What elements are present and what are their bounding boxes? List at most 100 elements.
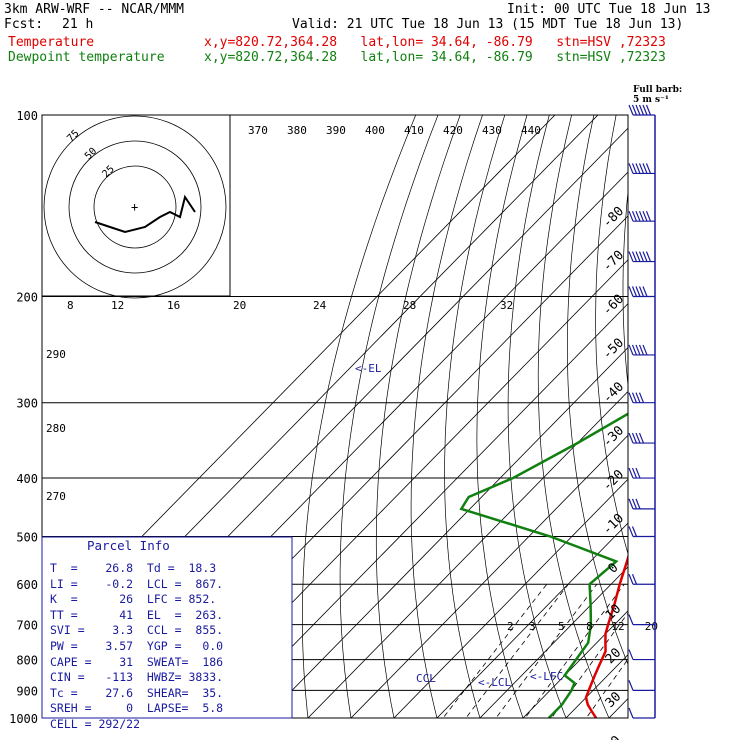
parcel-row: K = 26 LFC = 852. bbox=[50, 592, 216, 608]
mixing-ratio-label: 3 bbox=[529, 620, 536, 633]
dewpoint-legend-label: Dewpoint temperature bbox=[8, 51, 165, 65]
wind-barb bbox=[629, 287, 655, 297]
parcel-row: PW = 3.57 YGP = 0.0 bbox=[50, 639, 223, 655]
theta-label: 280 bbox=[46, 422, 66, 435]
dry-adiabat bbox=[411, 87, 492, 730]
isotherm-label: -50 bbox=[600, 336, 627, 363]
theta-label: 400 bbox=[365, 124, 385, 137]
theta-e-label: 28 bbox=[403, 299, 416, 312]
dry-adiabat bbox=[596, 87, 702, 730]
dry-adiabat bbox=[302, 87, 427, 730]
wind-barb bbox=[629, 499, 655, 509]
parcel-row: LI = -0.2 LCL = 867. bbox=[50, 577, 223, 593]
parcel-row: TT = 41 EL = 263. bbox=[50, 608, 223, 624]
wind-barb bbox=[629, 211, 655, 221]
dry-adiabat bbox=[477, 87, 536, 730]
theta-label: 370 bbox=[248, 124, 268, 137]
temperature-line bbox=[586, 115, 740, 718]
wind-barb bbox=[629, 708, 655, 718]
mixing-ratio-label: 20 bbox=[645, 620, 658, 633]
init-time: Init: 00 UTC Tue 18 Jun 13 bbox=[507, 3, 711, 17]
isotherm-line bbox=[596, 102, 740, 731]
mixing-ratio-line bbox=[456, 584, 568, 731]
wind-barb bbox=[629, 345, 655, 355]
pressure-tick-label: 400 bbox=[16, 472, 38, 486]
wind-barb bbox=[629, 680, 655, 690]
isotherm-label: -10 bbox=[600, 511, 627, 538]
wind-barb bbox=[629, 105, 655, 115]
lfc-annotation: <-LFC bbox=[530, 670, 563, 683]
valid-time: Valid: 21 UTC Tue 18 Jun 13 (15 MDT Tue … bbox=[292, 18, 683, 32]
wind-barb-legend-line2: 5 m s⁻¹ bbox=[633, 95, 669, 105]
theta-label: 290 bbox=[46, 348, 66, 361]
wind-barb bbox=[629, 650, 655, 660]
temperature-legend-label: Temperature bbox=[8, 36, 94, 50]
isotherm-label: 40 bbox=[603, 733, 625, 740]
mixing-ratio-label: 12 bbox=[611, 620, 624, 633]
parcel-row: CAPE = 31 SWEAT= 186 bbox=[50, 655, 223, 671]
theta-label: 440 bbox=[521, 124, 541, 137]
theta-label: 390 bbox=[326, 124, 346, 137]
theta-e-label: 32 bbox=[500, 299, 513, 312]
forecast-label: Fcst: bbox=[4, 18, 43, 32]
theta-e-label: 8 bbox=[67, 299, 74, 312]
dry-adiabat bbox=[650, 87, 740, 730]
theta-label: 270 bbox=[46, 490, 66, 503]
isotherm-line bbox=[424, 102, 740, 731]
theta-e-label: 20 bbox=[233, 299, 246, 312]
hodograph-center-mark: + bbox=[131, 200, 138, 214]
pressure-tick-label: 100 bbox=[16, 109, 38, 123]
wind-barb bbox=[629, 468, 655, 478]
wind-barb bbox=[629, 163, 655, 173]
pressure-tick-label: 800 bbox=[16, 654, 38, 668]
parcel-row: T = 26.8 Td = 18.3 bbox=[50, 561, 216, 577]
parcel-row: CELL = 292/22 bbox=[50, 717, 140, 733]
dry-adiabat bbox=[623, 87, 740, 730]
theta-label: 410 bbox=[404, 124, 424, 137]
pressure-tick-label: 1000 bbox=[9, 712, 38, 726]
mixing-ratio-label: 8 bbox=[586, 620, 593, 633]
wind-barb bbox=[629, 433, 655, 443]
isotherm-line bbox=[553, 102, 740, 731]
theta-e-label: 12 bbox=[111, 299, 124, 312]
parcel-info-title: Parcel Info bbox=[87, 538, 170, 554]
theta-e-label: 24 bbox=[313, 299, 327, 312]
parcel-row: SREH = 0 LAPSE= 5.8 bbox=[50, 701, 223, 717]
forecast-hour: 21 h bbox=[62, 18, 93, 32]
model-title: 3km ARW-WRF -- NCAR/MMM bbox=[4, 3, 184, 17]
parcel-row: Tc = 27.6 SHEAR= 35. bbox=[50, 686, 223, 702]
isotherm-label: -20 bbox=[600, 467, 627, 494]
wind-barb bbox=[629, 574, 655, 584]
theta-label: 380 bbox=[287, 124, 307, 137]
dry-adiabat bbox=[725, 87, 740, 730]
wind-barb bbox=[629, 393, 655, 403]
pressure-tick-label: 200 bbox=[16, 291, 38, 305]
theta-label: 430 bbox=[482, 124, 502, 137]
ccl-annotation: CCL bbox=[416, 672, 436, 685]
dewpoint-station-info: x,y=820.72,364.28 lat,lon= 34.64, -86.79… bbox=[204, 51, 666, 65]
dry-adiabat bbox=[445, 87, 514, 730]
mixing-ratio-label: 2 bbox=[507, 620, 514, 633]
mixing-ratio-label: 5 bbox=[558, 620, 565, 633]
isotherm-label: -80 bbox=[600, 204, 627, 231]
dry-adiabat bbox=[675, 87, 740, 730]
wind-barb-legend-line1: Full barb: bbox=[633, 85, 682, 95]
dry-adiabat bbox=[538, 87, 615, 730]
wind-barb bbox=[629, 526, 655, 536]
pressure-tick-label: 900 bbox=[16, 684, 38, 698]
isotherm-line bbox=[252, 102, 740, 731]
temperature-station-info: x,y=820.72,364.28 lat,lon= 34.64, -86.79… bbox=[204, 36, 666, 50]
isotherm-label: 30 bbox=[603, 689, 625, 711]
pressure-tick-label: 700 bbox=[16, 619, 38, 633]
pressure-tick-label: 300 bbox=[16, 397, 38, 411]
dry-adiabat bbox=[701, 87, 740, 730]
theta-e-label: 16 bbox=[167, 299, 180, 312]
wind-barb-legend: Full barb: 5 m s⁻¹ bbox=[633, 85, 682, 105]
theta-label: 420 bbox=[443, 124, 463, 137]
mixing-ratio-line bbox=[433, 584, 547, 731]
isotherm-line bbox=[682, 102, 740, 731]
wind-barb bbox=[629, 252, 655, 262]
el-annotation: <-EL bbox=[355, 362, 382, 375]
parcel-row: CIN = -113 HWBZ= 3833. bbox=[50, 670, 223, 686]
pressure-tick-label: 500 bbox=[16, 530, 38, 544]
